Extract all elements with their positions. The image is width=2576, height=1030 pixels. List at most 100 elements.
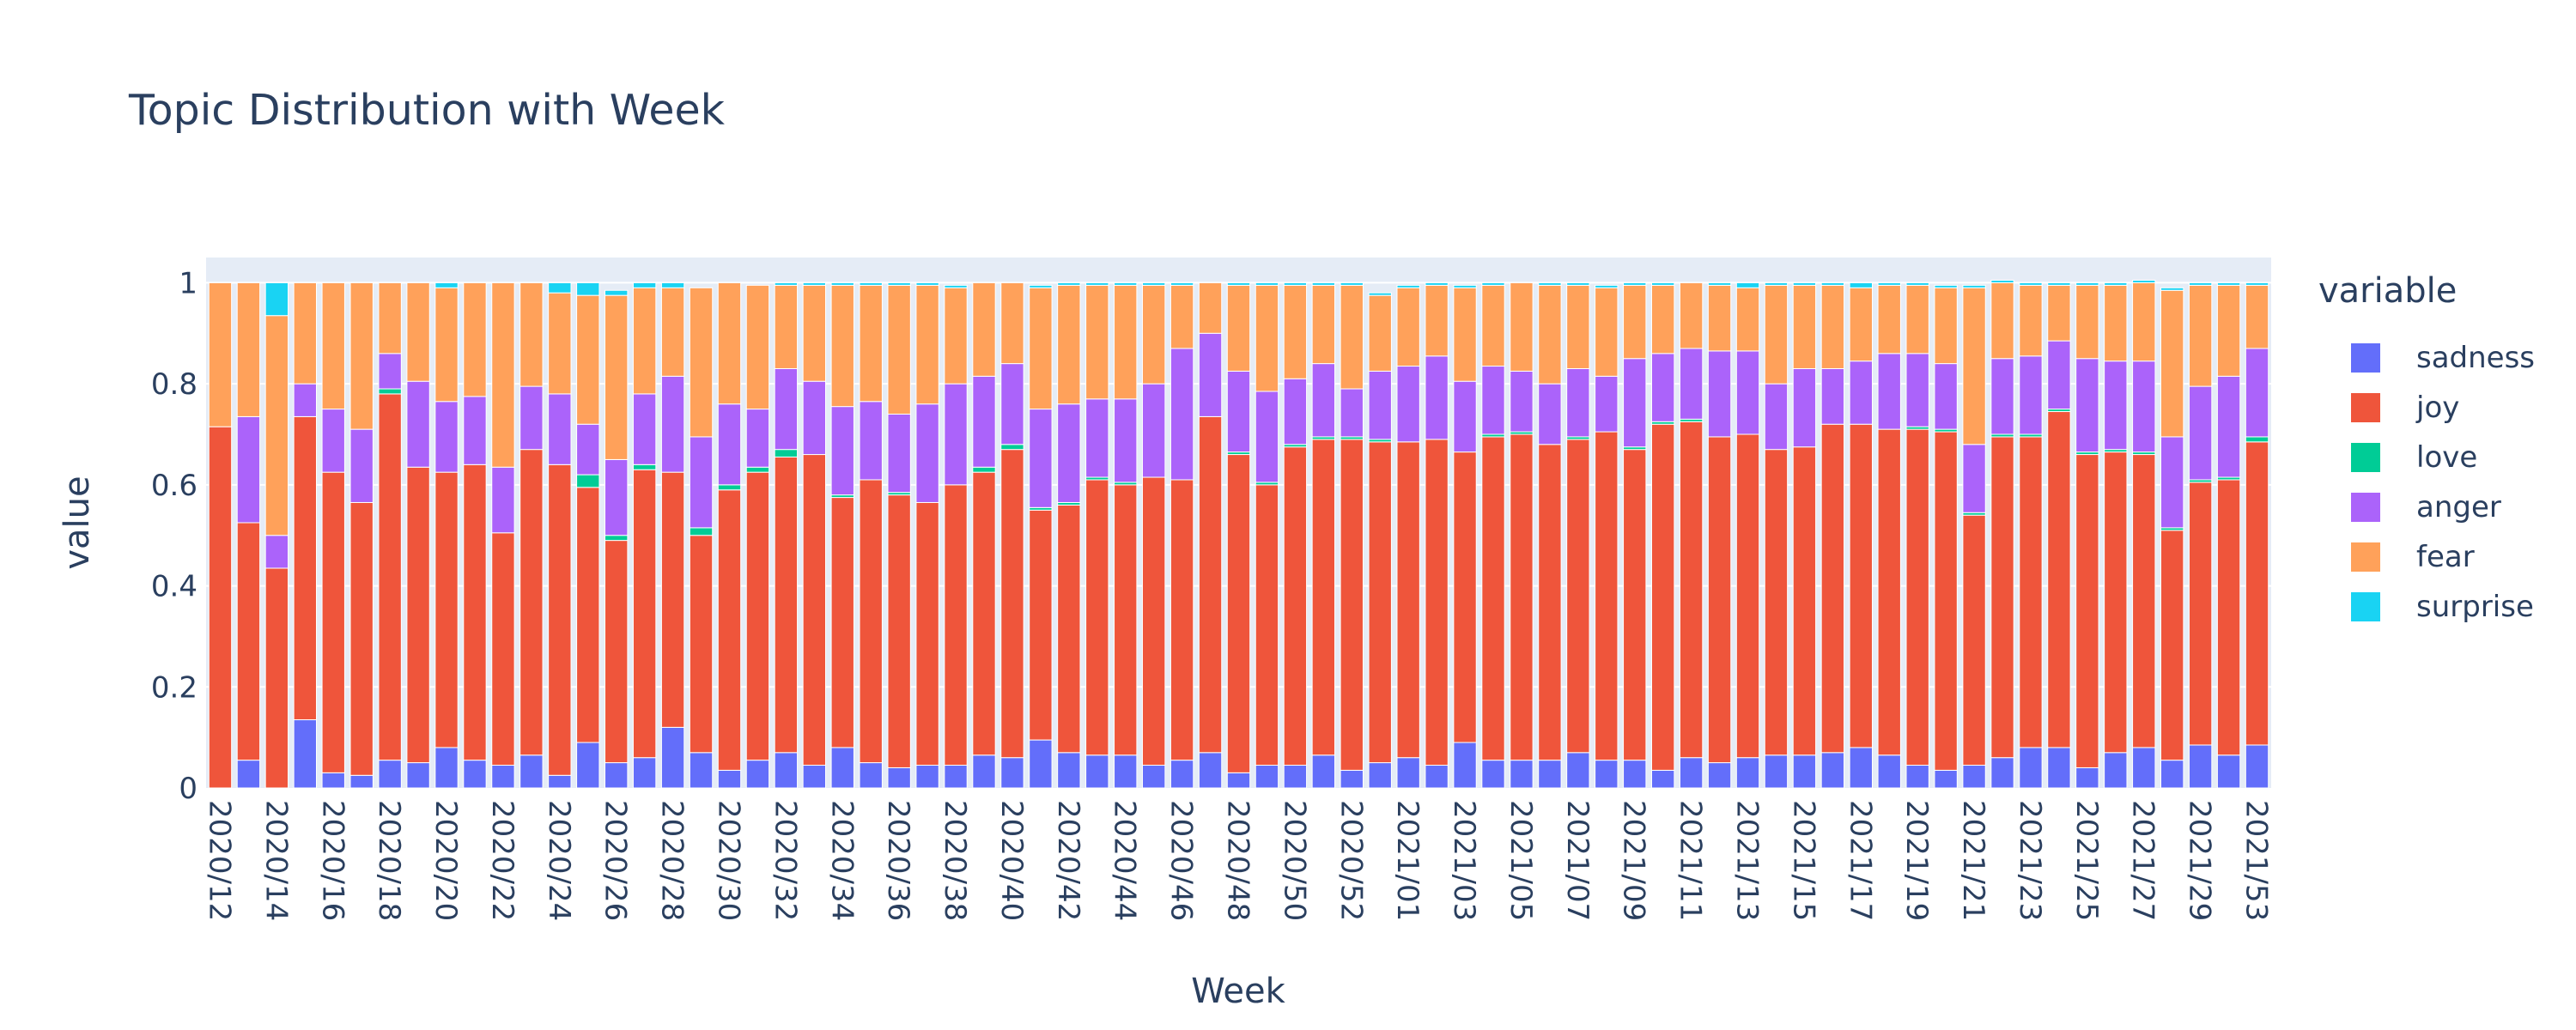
legend-item-anger[interactable]: anger bbox=[2318, 482, 2535, 532]
bar-segment-joy bbox=[1453, 451, 1477, 743]
x-tick-label: 2020/30 bbox=[711, 800, 745, 921]
bar-segment-surprise bbox=[1029, 284, 1053, 288]
bar-segment-surprise bbox=[915, 282, 939, 286]
bar-segment-fear bbox=[1453, 287, 1477, 382]
bar-segment-sadness bbox=[1820, 752, 1845, 789]
bar-segment-anger bbox=[632, 393, 657, 465]
bar-segment-fear bbox=[1538, 284, 1562, 385]
bar-segment-sadness bbox=[378, 760, 402, 789]
bar-segment-fear bbox=[1198, 282, 1223, 334]
bar-segment-joy bbox=[1198, 415, 1223, 754]
bar-segment-fear bbox=[1141, 284, 1166, 385]
legend-swatch bbox=[2351, 493, 2380, 522]
bar-segment-love bbox=[378, 388, 402, 395]
bar-segment-love bbox=[632, 464, 657, 470]
x-tick-label: 2021/53 bbox=[2239, 800, 2274, 921]
legend-item-love[interactable]: love bbox=[2318, 433, 2535, 482]
bar-segment-surprise bbox=[605, 289, 629, 296]
bar-segment-fear bbox=[632, 287, 657, 395]
bar-segment-joy bbox=[859, 479, 883, 764]
bar-segment-joy bbox=[1538, 444, 1562, 761]
x-tick-label: 2020/42 bbox=[1051, 800, 1085, 921]
bar-segment-joy bbox=[774, 456, 799, 754]
bar-segment-joy bbox=[2047, 411, 2071, 748]
bar-segment-fear bbox=[944, 287, 968, 385]
x-tick-label: 2021/05 bbox=[1504, 800, 1538, 921]
x-tick-label: 2020/20 bbox=[428, 800, 463, 921]
bar-segment-surprise bbox=[434, 282, 459, 288]
bar-segment-joy bbox=[2132, 454, 2156, 748]
bar-segment-sadness bbox=[1198, 752, 1223, 789]
legend-item-joy[interactable]: joy bbox=[2318, 383, 2535, 433]
bar-segment-joy bbox=[548, 464, 572, 776]
bar-segment-fear bbox=[1057, 284, 1081, 405]
bar-segment-joy bbox=[689, 535, 714, 754]
bar-segment-anger bbox=[1934, 363, 1958, 430]
bar-segment-love bbox=[717, 484, 742, 491]
bar-segment-joy bbox=[605, 540, 629, 764]
bar-segment-love bbox=[576, 474, 600, 488]
legend-swatch bbox=[2351, 393, 2380, 422]
bar-segment-fear bbox=[745, 284, 770, 410]
bar-segment-fear bbox=[2019, 284, 2043, 357]
bar-segment-love bbox=[972, 466, 996, 473]
bar-segment-joy bbox=[1396, 441, 1420, 759]
bar-segment-anger bbox=[1735, 350, 1760, 435]
bar-segment-sadness bbox=[1085, 754, 1109, 789]
y-tick-label: 0.2 bbox=[151, 670, 197, 705]
bar-segment-fear bbox=[1905, 284, 1929, 354]
bar-segment-fear bbox=[1226, 284, 1251, 372]
legend-label: fear bbox=[2416, 540, 2475, 574]
bar-segment-fear bbox=[2104, 284, 2128, 362]
bar-segment-surprise bbox=[1340, 282, 1364, 286]
bar-segment-surprise bbox=[548, 282, 572, 294]
bar-segment-surprise bbox=[264, 282, 289, 317]
bar-segment-sadness bbox=[576, 742, 600, 789]
x-tick-label: 2020/50 bbox=[1277, 800, 1311, 921]
x-tick-label: 2020/12 bbox=[202, 800, 236, 921]
bar-segment-fear bbox=[774, 284, 799, 369]
x-tick-label: 2020/14 bbox=[258, 800, 293, 921]
bar-segment-joy bbox=[264, 567, 289, 789]
bar-segment-sadness bbox=[2075, 766, 2099, 789]
bar-segment-joy bbox=[802, 454, 827, 766]
bar-segment-love bbox=[774, 449, 799, 457]
bar-segment-sadness bbox=[1453, 742, 1477, 789]
bar-segment-surprise bbox=[1962, 284, 1986, 288]
bar-segment-fear bbox=[491, 282, 515, 468]
bar-segment-anger bbox=[2245, 348, 2269, 438]
x-tick-label: 2020/18 bbox=[372, 800, 406, 921]
bar-segment-anger bbox=[1651, 353, 1675, 422]
bar-segment-fear bbox=[321, 282, 345, 410]
bar-segment-sadness bbox=[2188, 744, 2213, 789]
bar-segment-fear bbox=[1651, 284, 1675, 354]
bar-segment-fear bbox=[463, 282, 487, 397]
bar-segment-sadness bbox=[859, 762, 883, 789]
bar-segment-surprise bbox=[1538, 282, 1562, 286]
bar-segment-joy bbox=[1962, 514, 1986, 766]
bar-segment-joy bbox=[1707, 436, 1732, 764]
bar-segment-surprise bbox=[1623, 282, 1647, 286]
bar-segment-joy bbox=[1679, 421, 1704, 759]
bar-segment-fear bbox=[689, 287, 714, 438]
bar-segment-sadness bbox=[745, 760, 770, 789]
legend-item-surprise[interactable]: surprise bbox=[2318, 582, 2535, 632]
bar-segment-sadness bbox=[236, 760, 261, 789]
legend-item-sadness[interactable]: sadness bbox=[2318, 333, 2535, 383]
bar-segment-sadness bbox=[349, 774, 374, 789]
x-tick-label: 2021/15 bbox=[1786, 800, 1820, 921]
bar-segment-fear bbox=[349, 282, 374, 430]
legend-item-fear[interactable]: fear bbox=[2318, 532, 2535, 582]
bar-segment-fear bbox=[1877, 284, 1901, 354]
bar-segment-joy bbox=[660, 471, 685, 728]
bar-segment-sadness bbox=[2047, 747, 2071, 789]
x-tick-label: 2021/17 bbox=[1843, 800, 1877, 921]
bar-segment-sadness bbox=[1849, 747, 1873, 789]
bar-segment-surprise bbox=[1905, 282, 1929, 286]
bar-segment-surprise bbox=[2104, 282, 2128, 286]
bar-segment-joy bbox=[1934, 431, 1958, 771]
y-tick-label: 0 bbox=[179, 772, 197, 806]
bar-segment-anger bbox=[1141, 383, 1166, 478]
bar-segment-fear bbox=[1481, 284, 1505, 367]
bar-segment-joy bbox=[1990, 436, 2014, 759]
